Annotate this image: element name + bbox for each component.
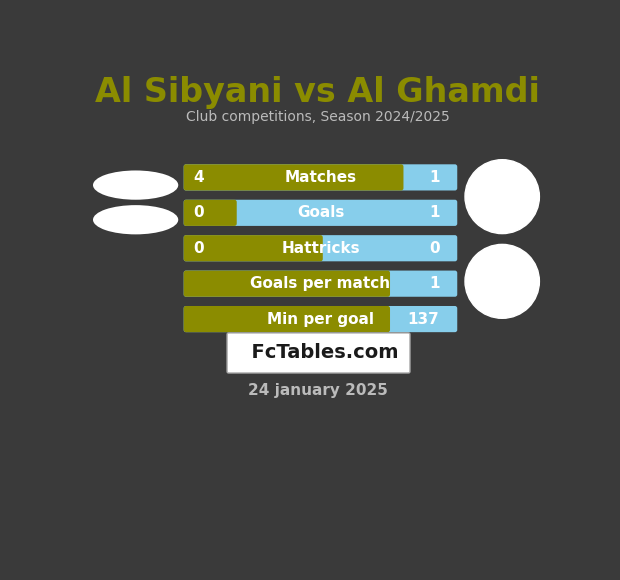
Text: Club competitions, Season 2024/2025: Club competitions, Season 2024/2025 — [186, 110, 450, 124]
Circle shape — [465, 244, 539, 318]
Text: 1: 1 — [429, 170, 440, 185]
FancyBboxPatch shape — [184, 164, 404, 190]
Text: Al Sibyani vs Al Ghamdi: Al Sibyani vs Al Ghamdi — [95, 76, 540, 109]
Text: 0: 0 — [193, 241, 204, 256]
Text: FcTables.com: FcTables.com — [238, 343, 399, 362]
FancyBboxPatch shape — [227, 333, 410, 373]
Text: 4: 4 — [193, 170, 204, 185]
FancyBboxPatch shape — [184, 271, 390, 297]
Text: 0: 0 — [193, 205, 204, 220]
Text: 0: 0 — [429, 241, 440, 256]
Text: 24 january 2025: 24 january 2025 — [248, 383, 388, 398]
Text: 1: 1 — [429, 205, 440, 220]
Ellipse shape — [93, 171, 179, 200]
Text: Goals: Goals — [297, 205, 344, 220]
Circle shape — [465, 160, 539, 234]
FancyBboxPatch shape — [184, 200, 237, 226]
Ellipse shape — [93, 205, 179, 234]
FancyBboxPatch shape — [184, 306, 458, 332]
Text: Goals per match: Goals per match — [250, 276, 391, 291]
FancyBboxPatch shape — [184, 271, 458, 297]
FancyBboxPatch shape — [184, 200, 458, 226]
Text: Hattricks: Hattricks — [281, 241, 360, 256]
FancyBboxPatch shape — [184, 306, 390, 332]
Text: Matches: Matches — [285, 170, 356, 185]
FancyBboxPatch shape — [184, 164, 458, 190]
Text: 1: 1 — [429, 276, 440, 291]
FancyBboxPatch shape — [184, 235, 458, 262]
Text: 137: 137 — [408, 311, 440, 327]
FancyBboxPatch shape — [184, 235, 323, 262]
Text: Min per goal: Min per goal — [267, 311, 374, 327]
